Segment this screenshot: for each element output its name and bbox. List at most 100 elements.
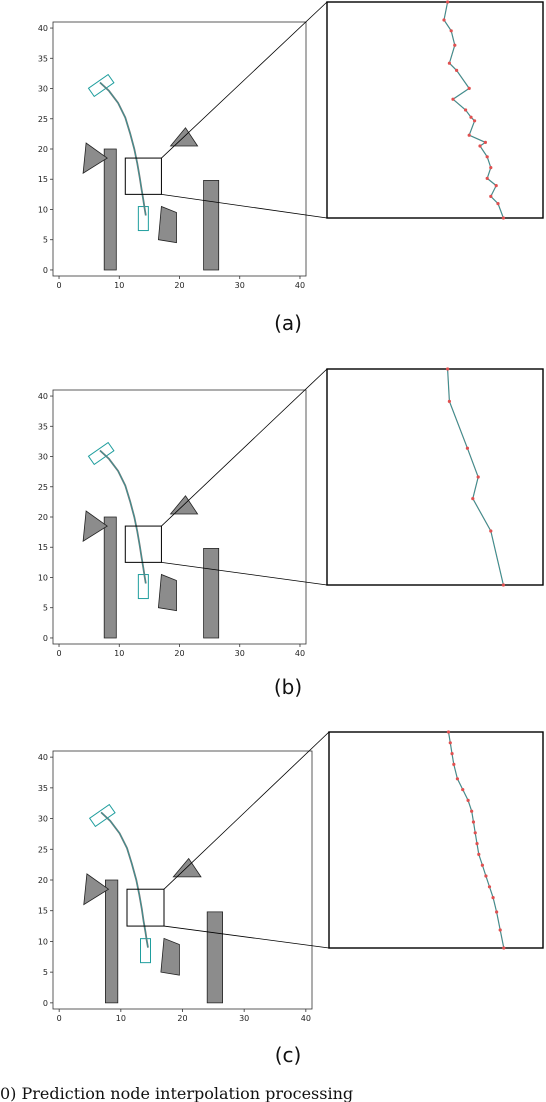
y-tick-label: 15	[38, 907, 48, 916]
goal-vehicle	[137, 574, 149, 600]
x-tick-label: 30	[239, 1014, 249, 1023]
obstacle-1	[103, 516, 117, 639]
prediction-node	[489, 194, 493, 198]
y-tick-label: 35	[38, 54, 48, 63]
x-tick-label: 10	[116, 1014, 126, 1023]
x-tick-label: 0	[56, 281, 61, 290]
prediction-node	[484, 874, 488, 878]
y-tick-label: 25	[38, 115, 48, 124]
prediction-node	[485, 155, 489, 159]
obstacle-5	[160, 937, 180, 976]
figure-caption: 0) Prediction node interpolation process…	[0, 1084, 354, 1102]
y-tick-label: 10	[38, 205, 48, 214]
y-tick-label: 35	[38, 422, 48, 431]
x-tick-label: 20	[174, 649, 184, 658]
zoom-inset	[326, 368, 544, 586]
prediction-node	[502, 946, 506, 950]
prediction-node	[473, 831, 477, 835]
prediction-node	[470, 809, 474, 813]
obstacle-3	[82, 142, 108, 174]
zoom-connector-top	[161, 368, 328, 527]
obstacle-2	[206, 911, 224, 1004]
zoom-connector-bottom	[161, 561, 328, 586]
prediction-node	[480, 863, 484, 867]
prediction-node	[461, 788, 465, 792]
y-tick-label: 30	[38, 85, 48, 94]
obstacle-5	[157, 205, 177, 244]
prediction-node	[489, 529, 493, 533]
prediction-node	[450, 752, 454, 756]
y-tick-label: 20	[38, 513, 48, 522]
y-tick-label: 0	[43, 634, 48, 643]
prediction-node	[446, 0, 450, 4]
y-tick-label: 0	[43, 999, 48, 1008]
y-tick-label: 5	[43, 968, 48, 977]
prediction-node	[455, 777, 459, 781]
obstacle-3	[82, 510, 108, 542]
obstacle-1	[105, 879, 119, 1004]
prediction-node	[447, 61, 451, 65]
prediction-node	[501, 583, 505, 587]
y-tick-label: 25	[38, 483, 48, 492]
prediction-node	[495, 910, 499, 914]
prediction-node	[471, 497, 475, 501]
prediction-node	[447, 399, 451, 403]
y-tick-label: 15	[38, 543, 48, 552]
panel-label: (a)	[274, 311, 302, 335]
y-tick-label: 30	[38, 815, 48, 824]
prediction-node	[478, 144, 482, 148]
x-tick-label: 10	[114, 281, 124, 290]
prediction-node	[477, 852, 481, 857]
planned-path-centerline	[100, 812, 149, 948]
prediction-node	[451, 97, 455, 101]
zoom-connector-bottom	[163, 925, 330, 949]
prediction-node	[485, 176, 489, 180]
prediction-node	[491, 896, 495, 900]
prediction-node	[473, 119, 477, 123]
y-tick-label: 20	[38, 145, 48, 154]
planned-path-centerline	[99, 82, 147, 216]
zoom-source-box	[126, 888, 165, 927]
y-tick-label: 5	[43, 236, 48, 245]
obstacle-2	[203, 179, 220, 271]
panel-3: 0 10 20 30 40 0 5 10 15 20 25 30 35 40 (c)	[38, 730, 544, 1067]
x-tick-label: 40	[301, 1014, 311, 1023]
prediction-node	[475, 842, 479, 846]
y-tick-label: 5	[43, 604, 48, 613]
prediction-node	[466, 798, 470, 803]
zoom-connector-top	[163, 731, 330, 890]
zoom-inset	[326, 1, 544, 219]
obstacle-3	[83, 873, 110, 906]
y-tick-label: 35	[38, 784, 48, 793]
x-tick-label: 0	[56, 649, 61, 658]
y-tick-label: 0	[43, 266, 48, 275]
zoom-connector-top	[161, 1, 328, 159]
obstacle-5	[157, 573, 177, 612]
prediction-node	[498, 928, 502, 932]
y-tick-label: 40	[38, 392, 48, 401]
y-tick-label: 15	[38, 175, 48, 184]
x-tick-label: 20	[177, 1014, 187, 1023]
zoom-inset	[328, 731, 544, 949]
prediction-node	[448, 741, 452, 745]
prediction-node	[464, 108, 468, 112]
prediction-node	[455, 68, 459, 72]
obstacle-2	[203, 548, 220, 639]
prediction-node	[487, 885, 492, 889]
y-tick-label: 40	[38, 24, 48, 33]
panel-1: 0 10 20 30 40 0 5 10 15 20 25 30 35 40 (a)	[38, 0, 544, 335]
zoom-source-box	[124, 525, 162, 563]
prediction-node	[494, 184, 498, 188]
prediction-node	[496, 202, 500, 206]
panel-label: (c)	[275, 1043, 302, 1067]
prediction-node	[446, 367, 450, 371]
y-tick-label: 20	[38, 876, 48, 885]
zoom-source-box	[124, 157, 162, 195]
prediction-node	[442, 18, 446, 22]
start-vehicle	[87, 73, 115, 98]
prediction-node	[467, 86, 471, 90]
prediction-node	[467, 133, 471, 137]
x-tick-label: 30	[235, 281, 245, 290]
prediction-node	[471, 820, 476, 824]
